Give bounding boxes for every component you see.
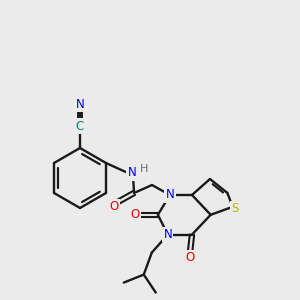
Text: O: O: [185, 251, 195, 264]
Text: C: C: [76, 119, 84, 133]
Text: H: H: [140, 164, 148, 174]
Text: N: N: [76, 98, 84, 110]
Text: S: S: [231, 202, 238, 215]
Text: N: N: [166, 188, 174, 202]
Text: O: O: [130, 208, 140, 221]
Text: N: N: [164, 228, 172, 241]
Text: N: N: [128, 167, 136, 179]
Text: O: O: [110, 200, 118, 214]
